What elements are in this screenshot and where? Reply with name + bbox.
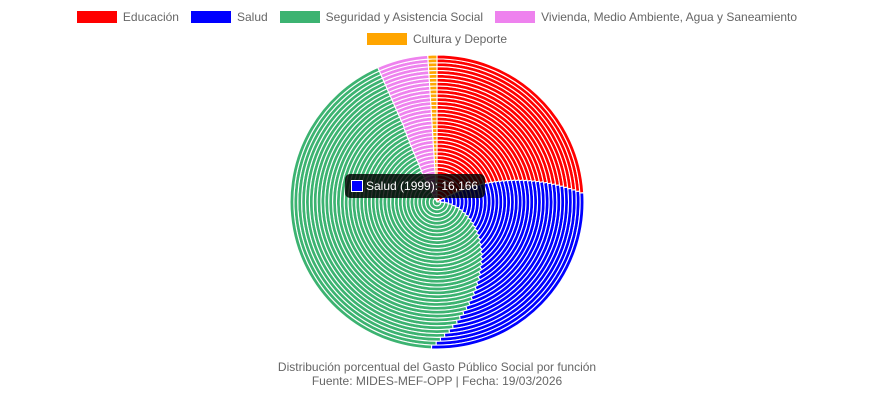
legend-item-cultura[interactable]: Cultura y Deporte [366,32,508,46]
legend-label: Seguridad y Asistencia Social [325,10,484,24]
legend-item-seguridad[interactable]: Seguridad y Asistencia Social [279,10,484,24]
legend-swatch [190,11,231,23]
tooltip-color-swatch [351,180,363,192]
legend-label: Cultura y Deporte [412,32,508,46]
chart-caption: Distribución porcentual del Gasto Públic… [0,360,874,388]
chart-legend: Educación Salud Seguridad y Asistencia S… [0,6,874,50]
tooltip-text: Salud (1999): 16,166 [366,179,479,193]
chart-title: Distribución porcentual del Gasto Públic… [277,360,597,374]
legend-item-salud[interactable]: Salud [190,10,268,24]
legend-row: Cultura y Deporte [0,28,874,50]
chart-tooltip: Salud (1999): 16,166 [345,174,486,198]
legend-label: Salud [236,10,268,24]
legend-swatch [495,11,536,23]
ring-segment-38-5[interactable] [427,54,438,60]
legend-item-vivienda[interactable]: Vivienda, Medio Ambiente, Agua y Saneami… [495,10,797,24]
chart-source: Fuente: MIDES-MEF-OPP | Fecha: 19/03/202… [311,374,563,388]
legend-swatch [366,33,407,45]
legend-swatch [279,11,320,23]
legend-row: Educación Salud Seguridad y Asistencia S… [0,6,874,28]
legend-label: Vivienda, Medio Ambiente, Agua y Saneami… [541,10,798,24]
legend-swatch [76,11,117,23]
legend-label: Educación [122,10,179,24]
legend-item-educacion[interactable]: Educación [76,10,179,24]
